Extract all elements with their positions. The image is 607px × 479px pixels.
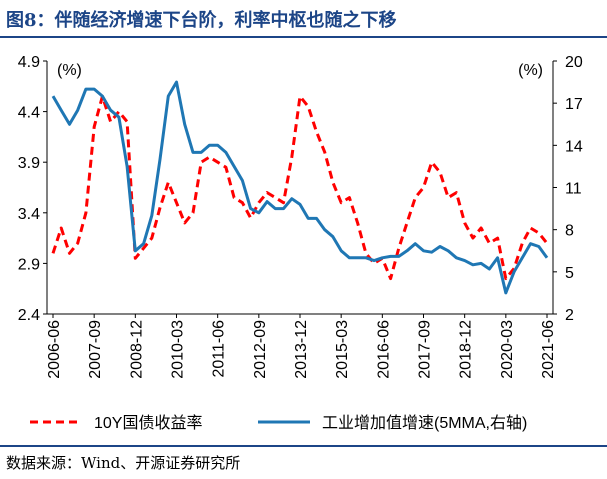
x-axis-tick-label: 2011-06 bbox=[211, 320, 228, 378]
right-axis-tick-label: 8 bbox=[565, 223, 574, 240]
x-axis-tick-label: 2006-06 bbox=[46, 320, 63, 379]
x-axis-tick-label: 2016-06 bbox=[375, 320, 392, 379]
right-axis-tick-label: 17 bbox=[565, 96, 583, 113]
x-axis-tick-label: 2017-09 bbox=[417, 320, 434, 379]
legend-bond-yield-label: 10Y国债收益率 bbox=[94, 414, 202, 432]
source-note: 数据来源：Wind、开源证券研究所 bbox=[6, 454, 241, 472]
line-chart: 4.9 4.4 3.9 3.4 2.9 2.4 20 17 14 11 8 5 2 (%) (%) 2006-… bbox=[18, 54, 583, 432]
figure-header: 图8：伴随经济增速下台阶，利率中枢也随之下移 bbox=[0, 0, 607, 36]
right-axis-tick-label: 5 bbox=[565, 265, 574, 282]
legend-industrial-growth-label: 工业增加值增速(5MMA,右轴) bbox=[322, 414, 527, 432]
x-axis-tick-label: 2007-09 bbox=[87, 320, 104, 379]
x-axis-tick-label: 2012-09 bbox=[252, 320, 269, 379]
left-axis-tick-label: 2.4 bbox=[18, 307, 40, 324]
industrial-growth-line bbox=[51, 80, 549, 295]
right-axis-tick-label: 11 bbox=[565, 181, 582, 198]
source-divider bbox=[0, 445, 607, 447]
left-axis-tick-label: 4.4 bbox=[18, 105, 40, 122]
left-axis-tick-label: 4.9 bbox=[18, 54, 40, 71]
figure-title: 图8：伴随经济增速下台阶，利率中枢也随之下移 bbox=[6, 10, 397, 31]
x-axis-tick-label: 2021-06 bbox=[540, 320, 557, 379]
x-axis-tick-label: 2018-12 bbox=[458, 320, 475, 379]
title-divider bbox=[0, 36, 607, 38]
left-axis-tick-label: 2.9 bbox=[18, 256, 40, 273]
x-axis-tick-label: 2008-12 bbox=[128, 320, 145, 379]
right-axis-unit: (%) bbox=[518, 62, 543, 79]
x-axis-tick-label: 2013-12 bbox=[293, 320, 310, 379]
x-axis-tick-label: 2010-03 bbox=[170, 320, 187, 379]
left-axis-unit: (%) bbox=[57, 62, 82, 79]
right-axis-tick-label: 2 bbox=[565, 307, 574, 324]
x-axis-tick-label: 2015-03 bbox=[334, 320, 351, 379]
left-axis-tick-label: 3.4 bbox=[18, 206, 40, 223]
left-axis-tick-label: 3.9 bbox=[18, 155, 40, 172]
bond-yield-line bbox=[51, 94, 549, 281]
right-axis-tick-label: 14 bbox=[565, 138, 583, 155]
x-axis-tick-label: 2020-03 bbox=[499, 320, 516, 379]
right-axis-tick-label: 20 bbox=[565, 54, 583, 71]
